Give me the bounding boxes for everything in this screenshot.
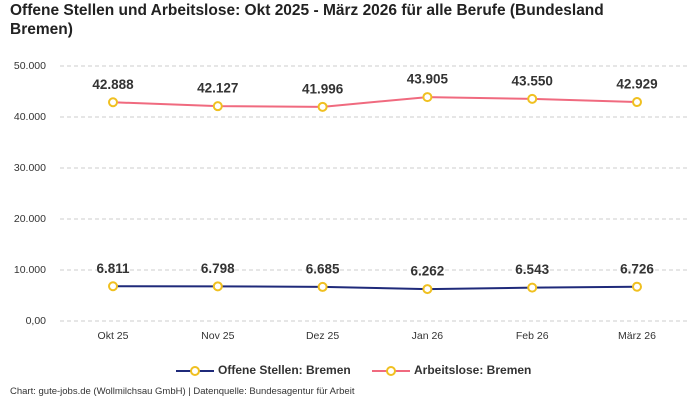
point-marker bbox=[212, 281, 223, 292]
point-marker bbox=[632, 97, 642, 108]
y-tick-label: 30.000 bbox=[14, 162, 46, 174]
point-marker bbox=[108, 97, 118, 108]
point-marker bbox=[422, 284, 433, 295]
data-label: 6.798 bbox=[201, 261, 235, 276]
y-tick-label: 0,00 bbox=[26, 315, 47, 327]
x-tick-label: Feb 26 bbox=[516, 330, 549, 342]
data-label: 6.543 bbox=[515, 262, 549, 277]
data-label: 6.262 bbox=[411, 264, 445, 279]
point-marker bbox=[527, 282, 538, 293]
data-label: 6.685 bbox=[306, 261, 340, 276]
point-marker bbox=[632, 281, 642, 292]
data-label: 42.888 bbox=[92, 77, 134, 92]
data-label: 43.550 bbox=[512, 73, 553, 88]
data-label: 42.929 bbox=[616, 77, 657, 92]
data-label: 43.905 bbox=[407, 72, 449, 87]
legend-label: Arbeitslose: Bremen bbox=[414, 363, 531, 377]
point-marker bbox=[108, 281, 118, 292]
point-marker bbox=[317, 101, 328, 112]
series-line bbox=[112, 96, 638, 108]
source-note: Chart: gute-jobs.de (Wollmilchsau GmbH) … bbox=[10, 386, 355, 397]
point-marker bbox=[527, 93, 538, 104]
legend-marker bbox=[190, 366, 200, 376]
y-tick-label: 40.000 bbox=[14, 111, 46, 123]
x-tick-label: Dez 25 bbox=[306, 330, 339, 342]
x-tick-label: Okt 25 bbox=[98, 330, 129, 342]
point-marker bbox=[212, 101, 223, 112]
data-label: 6.726 bbox=[620, 261, 654, 276]
y-tick-label: 20.000 bbox=[14, 213, 46, 225]
legend-marker bbox=[386, 366, 396, 376]
point-marker bbox=[422, 92, 433, 103]
data-label: 6.811 bbox=[96, 261, 130, 276]
data-label: 41.996 bbox=[302, 81, 344, 96]
x-tick-label: März 26 bbox=[618, 330, 656, 342]
series-line bbox=[112, 285, 638, 291]
data-label: 42.127 bbox=[197, 81, 238, 96]
y-tick-label: 50.000 bbox=[14, 60, 46, 72]
x-tick-label: Nov 25 bbox=[201, 330, 234, 342]
point-marker bbox=[317, 281, 328, 292]
y-tick-label: 10.000 bbox=[14, 264, 46, 276]
x-tick-label: Jan 26 bbox=[412, 330, 444, 342]
chart-title: Offene Stellen und Arbeitslose: Okt 2025… bbox=[10, 2, 604, 38]
legend-label: Offene Stellen: Bremen bbox=[218, 363, 351, 377]
